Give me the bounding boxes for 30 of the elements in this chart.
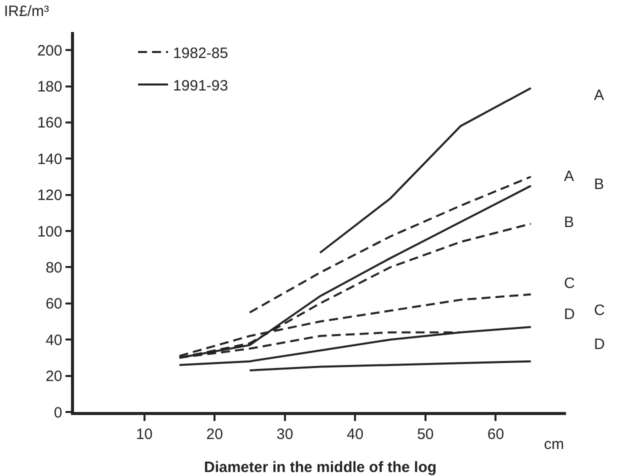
legend-label: 1982-85: [173, 44, 228, 62]
y-tick-label: 120: [37, 187, 62, 204]
y-tick-label: 80: [46, 259, 62, 276]
text: D: [594, 336, 605, 353]
annotation: D: [564, 306, 575, 323]
x-tick-label: 10: [136, 426, 153, 443]
text: C: [594, 302, 605, 319]
y-tick-label: 100: [37, 223, 62, 240]
y-tick-label: 0: [54, 404, 62, 422]
x-tick-label: 50: [417, 426, 434, 443]
y-tick-label: 20: [46, 368, 62, 386]
y-tick-label: 60: [46, 296, 62, 313]
y-tick-label: 140: [37, 150, 62, 168]
x-tick-label: 20: [206, 426, 223, 443]
text: cm: [544, 436, 564, 453]
y-axis-title: IR£/m³: [4, 3, 50, 20]
y-tick-label: 200: [37, 42, 62, 60]
text: B: [594, 176, 604, 193]
text: A: [594, 87, 604, 104]
annotation: B: [564, 214, 574, 231]
y-tick-label: 160: [37, 114, 62, 132]
annotation: C: [564, 275, 575, 292]
annotation: A: [564, 168, 574, 185]
x-tick-label: 30: [276, 426, 294, 443]
x-tick-label: 60: [487, 426, 504, 443]
x-tick-label: 40: [346, 426, 364, 443]
y-tick-label: 40: [46, 332, 62, 349]
y-tick-label: 180: [37, 78, 62, 96]
x-axis-title: Diameter in the middle of the log: [204, 459, 437, 476]
legend-label: 1991-93: [173, 77, 228, 94]
